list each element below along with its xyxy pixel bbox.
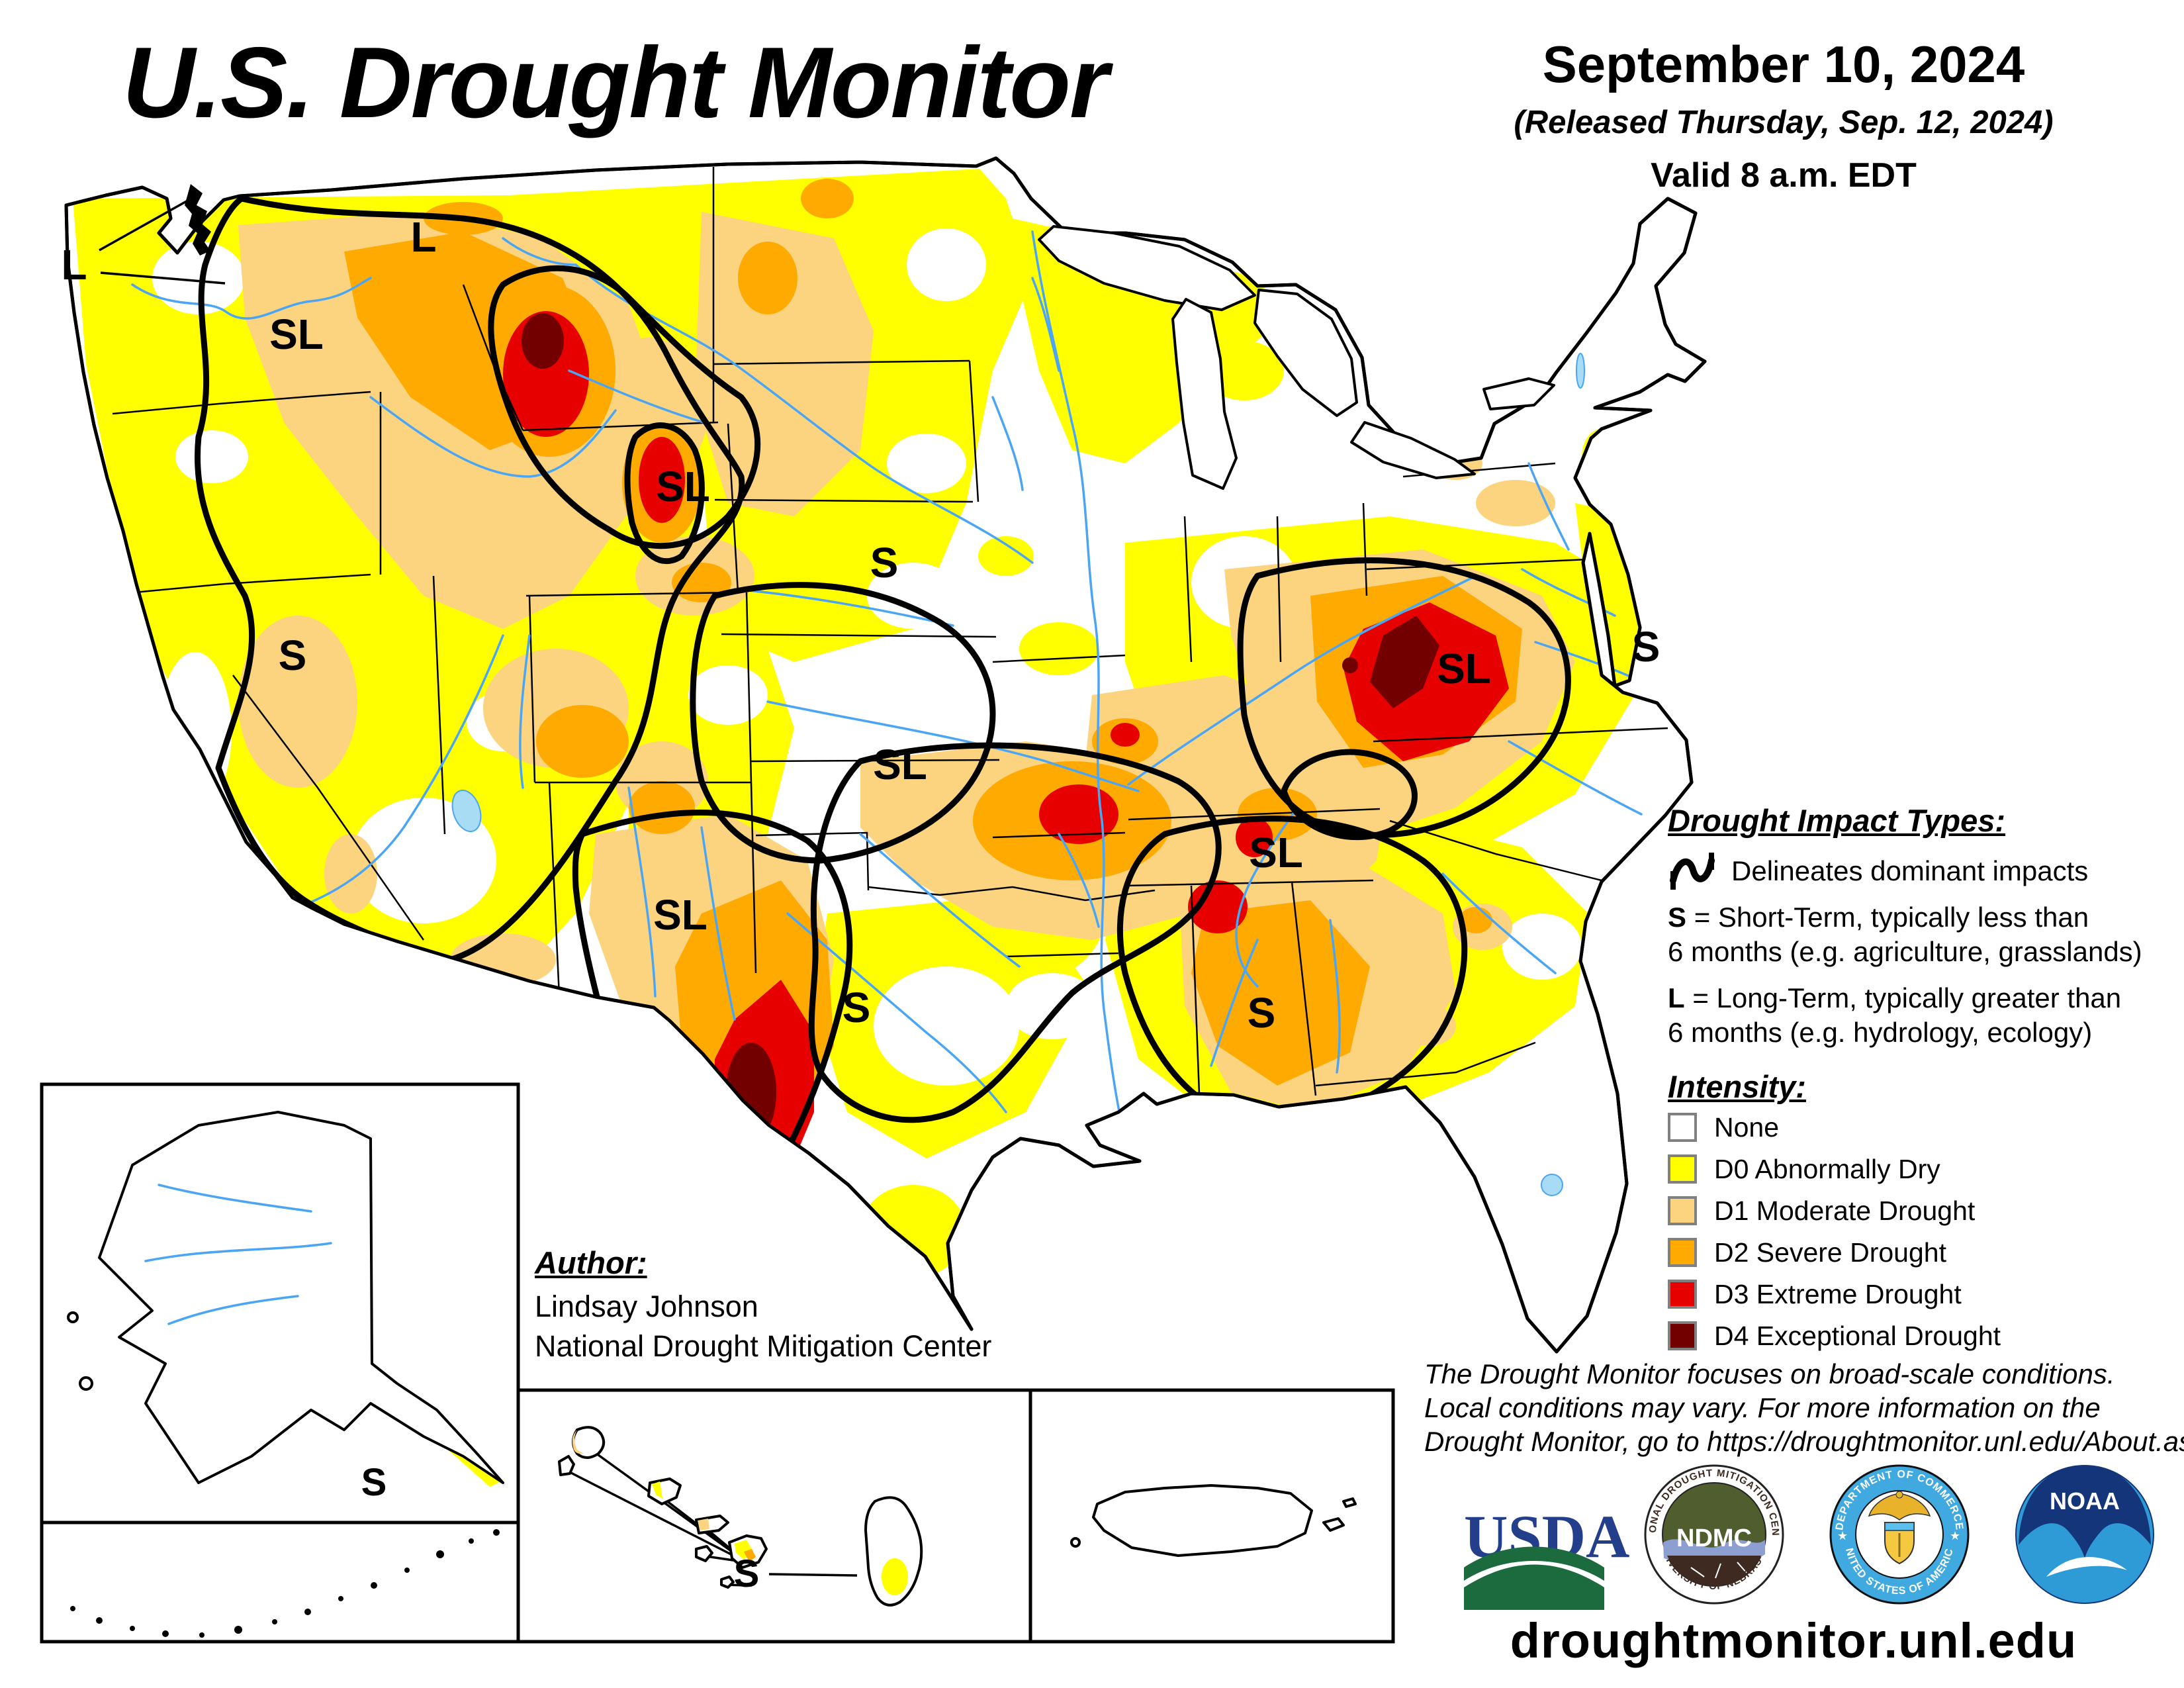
great-salt-lake [451,789,482,833]
author-organization: National Drought Mitigation Center [535,1329,992,1363]
short-term-letter: S [1668,902,1687,933]
puerto-rico-inset-box [1028,1388,1395,1644]
aleutians-inset-box [40,1521,520,1644]
short-term-definition-line1: S = Short-Term, typically less than [1668,902,2089,933]
alaska-map [67,1111,504,1487]
impact-boundaries [194,195,1571,1229]
hawaii-map [558,1426,923,1607]
valid-time: Valid 8 a.m. EDT [1651,156,1917,195]
lake-huron [1253,289,1358,417]
impact-label-delmarva: S [1631,623,1661,671]
impact-squiggle-icon [1670,853,1715,890]
long-term-letter: L [1668,982,1685,1013]
delineates-label: Delineates dominant impacts [1731,855,2089,886]
rivers [131,230,1643,1140]
release-date: (Released Thursday, Sep. 12, 2024) [1514,105,2054,140]
legend-swatch-d0 [1668,1154,1697,1184]
impact-label-nevada: S [278,632,307,679]
doc-star-left: ★ [1837,1529,1848,1542]
puget-sound [185,184,211,256]
legend-row-d1: D1 Moderate Drought [1668,1196,2001,1226]
legend-swatch-d2 [1668,1238,1697,1267]
long-term-definition-line2: 6 months (e.g. hydrology, ecology) [1668,1017,2093,1048]
noaa-gull [2046,1557,2127,1577]
author-heading: Author: [535,1245,647,1280]
impact-label-oregon-idaho: SL [269,310,324,358]
impact-label-ohio-valley: SL [1437,645,1491,692]
legend-label-d0: D0 Abnormally Dry [1714,1153,1940,1184]
legend-row-none: None [1668,1112,2001,1143]
impact-label-idaho-wyoming: SL [656,463,710,510]
legend-swatch-d1 [1668,1196,1697,1225]
noaa-wordmark: NOAA [2050,1487,2120,1515]
aleutians-map [70,1529,500,1638]
great-lakes [1038,225,1555,490]
state-borders [99,167,1668,1096]
impact-label-tennessee: SL [1249,829,1303,876]
legend-swatch-d3 [1668,1280,1697,1309]
site-url: droughtmonitor.unl.edu [1510,1613,2077,1668]
lake-superior [1038,225,1256,311]
impact-label-alaska: S [361,1461,387,1504]
short-term-text: = Short-Term, typically less than [1694,902,2089,933]
lake-champlain [1576,353,1585,389]
lake-michigan [1171,298,1238,490]
legend-label-d1: D1 Moderate Drought [1714,1195,1976,1226]
ndmc-wordmark: NDMC [1676,1524,1752,1552]
long-term-text: = Long-Term, typically greater than [1692,982,2122,1013]
impact-label-pnw-long-term: L [61,241,87,289]
legend-label-d2: D2 Severe Drought [1714,1237,1946,1268]
page-title: U.S. Drought Monitor [122,26,1109,139]
long-term-definition-line1: L = Long-Term, typically greater than [1668,982,2121,1014]
impact-label-hawaii: S [733,1552,760,1595]
impact-label-dakotas: S [870,539,899,586]
impact-label-southeast: S [1247,989,1276,1037]
usda-logo: USDA [1464,1503,1629,1610]
legend-row-d0: D0 Abnormally Dry [1668,1154,2001,1184]
disclaimer-line2: Local conditions may vary. For more info… [1424,1392,2101,1423]
noaa-emblem-top [2019,1466,2151,1558]
legend-swatch-d4 [1668,1321,1697,1350]
intensity-legend: None D0 Abnormally Dry D1 Moderate Droug… [1668,1112,2001,1351]
doc-star-right: ★ [1950,1529,1960,1542]
legend-row-d2: D2 Severe Drought [1668,1237,2001,1268]
disclaimer-line1: The Drought Monitor focuses on broad-sca… [1424,1358,2115,1389]
impact-label-new-mexico: SL [653,891,707,939]
conus-map [64,156,1707,1354]
doc-eagle [1868,1493,1931,1521]
legend-row-d3: D3 Extreme Drought [1668,1279,2001,1309]
noaa-logo: NOAA [2015,1465,2154,1604]
intensity-heading: Intensity: [1668,1069,1806,1104]
impact-label-montana-long-term: L [410,213,437,261]
legend-label-d4: D4 Exceptional Drought [1714,1320,2001,1351]
legend-swatch-none [1668,1113,1697,1142]
impact-label-texas: S [842,984,871,1031]
lake-ontario [1482,377,1555,410]
legend-label-d3: D3 Extreme Drought [1714,1278,1962,1309]
date-block: September 10, 2024 (Released Thursday, S… [1403,34,2164,195]
legend-label-none: None [1714,1111,1780,1143]
legend-row-d4: D4 Exceptional Drought [1668,1321,2001,1351]
author-name: Lindsay Johnson [535,1289,758,1323]
lake-okeechobee [1541,1174,1563,1196]
impact-label-central-plains: SL [873,741,927,788]
impact-types-heading: Drought Impact Types: [1668,803,2006,838]
puerto-rico-map [1070,1484,1357,1557]
lake-erie [1350,421,1476,479]
disclaimer-line3: Drought Monitor, go to https://droughtmo… [1424,1426,2184,1457]
short-term-definition-line2: 6 months (e.g. agriculture, grasslands) [1668,936,2142,967]
map-date: September 10, 2024 [1542,35,2025,93]
